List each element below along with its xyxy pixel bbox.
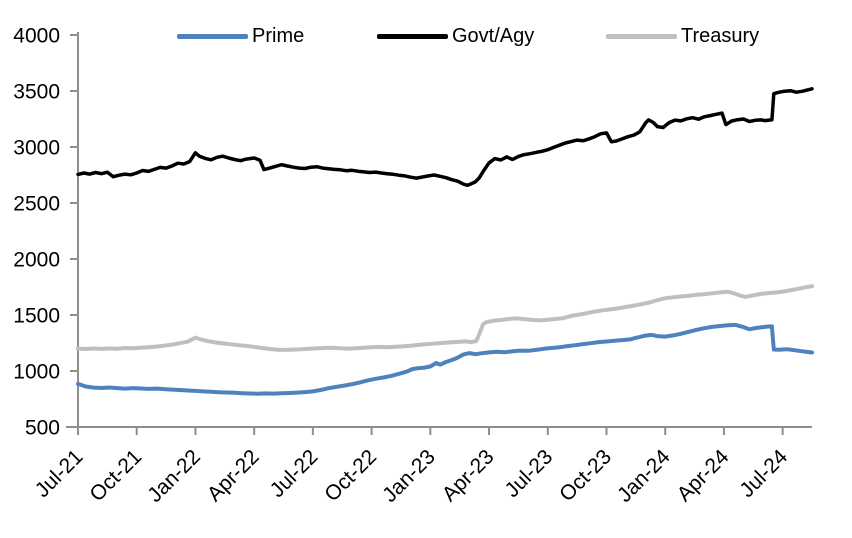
govt-agy-line-swatch (377, 33, 448, 39)
y-axis-tick-label: 2000 (13, 249, 60, 272)
legend-item-prime: Prime (177, 26, 304, 46)
x-axis-tick-label: Jul-23 (501, 445, 558, 502)
y-axis-tick-label: 1000 (13, 361, 60, 384)
y-axis-tick-label: 2500 (13, 193, 60, 216)
x-axis-tick-label: Jan-24 (613, 445, 675, 507)
legend-label-prime: Prime (252, 25, 305, 47)
legend-label-govt-agy: Govt/Agy (452, 25, 535, 47)
treasury-line-swatch (606, 33, 677, 39)
y-axis-tick-label: 4000 (13, 25, 60, 48)
x-axis-tick-label: Apr-24 (673, 445, 734, 506)
x-axis-tick-label: Jan-23 (378, 445, 440, 507)
series-line-prime (76, 322, 814, 396)
y-axis-tick-label: 1500 (13, 305, 60, 328)
x-axis-tick-label: Jul-21 (31, 445, 88, 502)
x-axis-tick-label: Jan-22 (143, 445, 205, 507)
x-axis-tick-label: Oct-22 (320, 445, 381, 506)
y-axis-tick-label: 500 (25, 417, 60, 440)
x-axis-tick-label: Apr-22 (203, 445, 264, 506)
x-axis-tick-label: Oct-21 (85, 445, 146, 506)
series-line-treasury (76, 284, 814, 352)
legend-item-treasury: Treasury (606, 26, 759, 46)
x-axis-tick-label: Oct-23 (555, 445, 616, 506)
legend-label-treasury: Treasury (681, 25, 760, 47)
y-axis-tick-label: 3500 (13, 81, 60, 104)
legend-item-govt-agy: Govt/Agy (377, 26, 534, 46)
y-axis-tick-label: 3000 (13, 137, 60, 160)
prime-line-swatch (177, 33, 248, 39)
series-line-govt-agy (76, 87, 814, 188)
x-axis-tick-label: Jul-22 (266, 445, 323, 502)
x-axis-tick-label: Apr-23 (438, 445, 499, 506)
x-axis-tick-label: Jul-24 (735, 445, 792, 502)
